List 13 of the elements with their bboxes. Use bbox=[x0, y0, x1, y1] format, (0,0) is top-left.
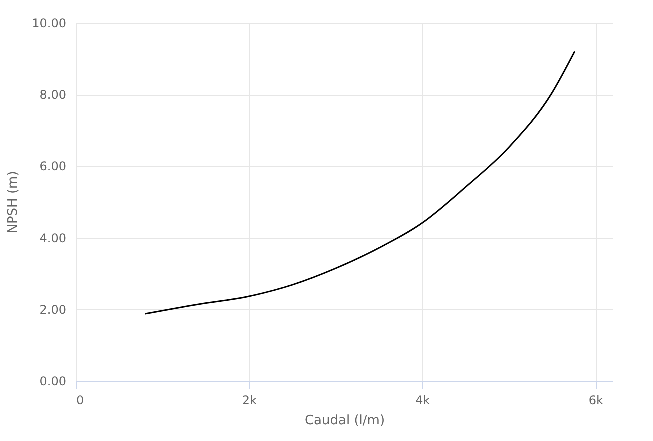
y-tick-label: 4.00 bbox=[40, 231, 66, 246]
y-tick-label: 8.00 bbox=[40, 88, 66, 102]
y-tick-label: 0.00 bbox=[40, 374, 66, 388]
x-tick-label: 6k bbox=[588, 394, 604, 408]
x-tick-label: 4k bbox=[416, 394, 430, 408]
y-tick-label: 2.00 bbox=[40, 302, 66, 317]
y-tick-label: 6.00 bbox=[40, 160, 66, 174]
x-axis-title: Caudal (l/m) bbox=[304, 414, 386, 428]
x-tick-label: 0 bbox=[76, 394, 84, 408]
y-axis-title: NPSH (m) bbox=[6, 171, 22, 234]
x-tick-label: 2k bbox=[242, 394, 258, 408]
y-tick-label: 10.00 bbox=[32, 16, 66, 30]
line-series bbox=[144, 50, 576, 315]
